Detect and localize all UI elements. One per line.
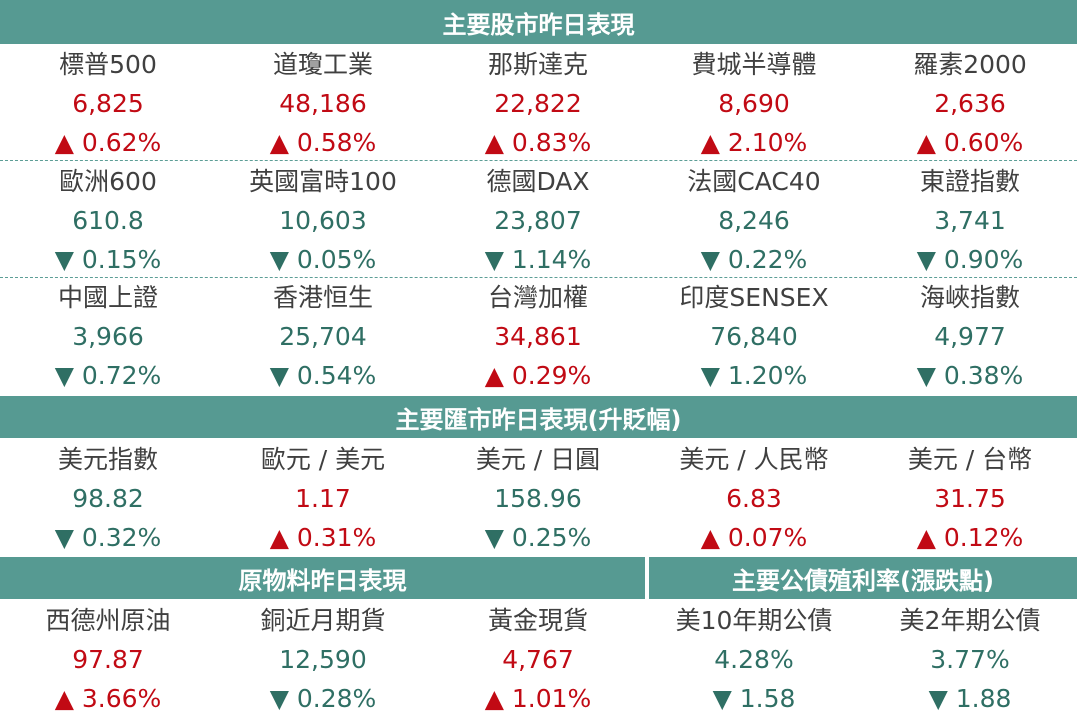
fx-change: ▼ 0.25% <box>484 523 592 552</box>
fx-change: ▼ 0.32% <box>54 523 162 552</box>
bond-change: ▼ 1.88 <box>928 684 1012 713</box>
stock-value: 4,977 <box>934 322 1006 351</box>
stock-change: ▲ 2.10% <box>700 128 808 157</box>
commodity-change: ▲ 3.66% <box>54 684 162 713</box>
fx-value: 6.83 <box>726 484 782 513</box>
stock-name: 道瓊工業 <box>272 50 373 79</box>
fx-change: ▲ 0.31% <box>269 523 377 552</box>
commodity-change: ▲ 1.01% <box>484 684 592 713</box>
commodity-name: 銅近月期貨 <box>260 606 386 635</box>
stock-change: ▼ 0.72% <box>54 361 162 390</box>
row-divider <box>0 160 1077 161</box>
stock-value: 610.8 <box>72 206 144 235</box>
stock-name: 中國上證 <box>57 283 158 312</box>
stock-change: ▲ 0.60% <box>916 128 1024 157</box>
stock-name: 香港恒生 <box>272 283 373 312</box>
stock-name: 羅素2000 <box>913 50 1027 79</box>
stock-change: ▼ 0.22% <box>700 245 808 274</box>
stock-change: ▼ 0.38% <box>916 361 1024 390</box>
stock-change: ▲ 0.58% <box>269 128 377 157</box>
fx-value: 98.82 <box>72 484 144 513</box>
row-divider <box>0 277 1077 278</box>
stock-value: 76,840 <box>710 322 798 351</box>
stock-change: ▲ 0.29% <box>484 361 592 390</box>
stock-change: ▼ 1.14% <box>484 245 592 274</box>
fx-value: 158.96 <box>494 484 582 513</box>
commodity-name: 西德州原油 <box>45 606 171 635</box>
bond-name: 美10年期公債 <box>675 606 833 635</box>
stock-value: 22,822 <box>494 89 582 118</box>
stock-value: 3,966 <box>72 322 144 351</box>
bond-change: ▼ 1.58 <box>712 684 796 713</box>
fx-change: ▲ 0.07% <box>700 523 808 552</box>
bond-value: 3.77% <box>930 645 1010 674</box>
stock-name: 海峽指數 <box>919 283 1020 312</box>
commodity-change: ▼ 0.28% <box>269 684 377 713</box>
stock-name: 標普500 <box>59 50 157 79</box>
fx-change: ▲ 0.12% <box>916 523 1024 552</box>
commodity-name: 黃金現貨 <box>487 606 588 635</box>
stock-name: 法國CAC40 <box>687 167 821 196</box>
fx-name: 美元指數 <box>57 445 158 474</box>
stock-change: ▲ 0.62% <box>54 128 162 157</box>
stock-name: 印度SENSEX <box>679 283 829 312</box>
fx-value: 1.17 <box>295 484 351 513</box>
fx-name: 歐元 / 美元 <box>260 445 386 474</box>
stock-value: 23,807 <box>494 206 582 235</box>
stock-name: 費城半導體 <box>691 50 817 79</box>
stock-value: 3,741 <box>934 206 1006 235</box>
fx-header: 主要匯市昨日表現(升貶幅) <box>0 396 1077 438</box>
bonds-header: 主要公債殖利率(漲跌點) <box>649 557 1077 599</box>
commodity-value: 97.87 <box>72 645 144 674</box>
stock-value: 25,704 <box>279 322 367 351</box>
fx-name: 美元 / 日圓 <box>475 445 601 474</box>
stocks-header: 主要股市昨日表現 <box>0 0 1077 44</box>
stock-change: ▼ 0.05% <box>269 245 377 274</box>
stock-value: 34,861 <box>494 322 582 351</box>
stock-name: 那斯達克 <box>487 50 588 79</box>
stock-value: 6,825 <box>72 89 144 118</box>
stock-value: 8,246 <box>718 206 790 235</box>
fx-name: 美元 / 人民幣 <box>679 445 829 474</box>
commodities-header: 原物料昨日表現 <box>0 557 645 599</box>
stock-name: 英國富時100 <box>249 167 397 196</box>
commodity-value: 4,767 <box>502 645 574 674</box>
bond-name: 美2年期公債 <box>899 606 1041 635</box>
stock-change: ▼ 0.54% <box>269 361 377 390</box>
bond-value: 4.28% <box>714 645 794 674</box>
commodity-value: 12,590 <box>279 645 367 674</box>
stock-value: 2,636 <box>934 89 1006 118</box>
stock-name: 東證指數 <box>919 167 1020 196</box>
stock-change: ▼ 0.90% <box>916 245 1024 274</box>
stock-name: 台灣加權 <box>487 283 588 312</box>
stock-value: 48,186 <box>279 89 367 118</box>
stock-change: ▼ 1.20% <box>700 361 808 390</box>
stock-change: ▼ 0.15% <box>54 245 162 274</box>
stock-change: ▲ 0.83% <box>484 128 592 157</box>
stock-name: 德國DAX <box>486 167 590 196</box>
stock-value: 8,690 <box>718 89 790 118</box>
fx-value: 31.75 <box>934 484 1006 513</box>
stock-value: 10,603 <box>279 206 367 235</box>
fx-name: 美元 / 台幣 <box>907 445 1033 474</box>
stock-name: 歐洲600 <box>59 167 157 196</box>
